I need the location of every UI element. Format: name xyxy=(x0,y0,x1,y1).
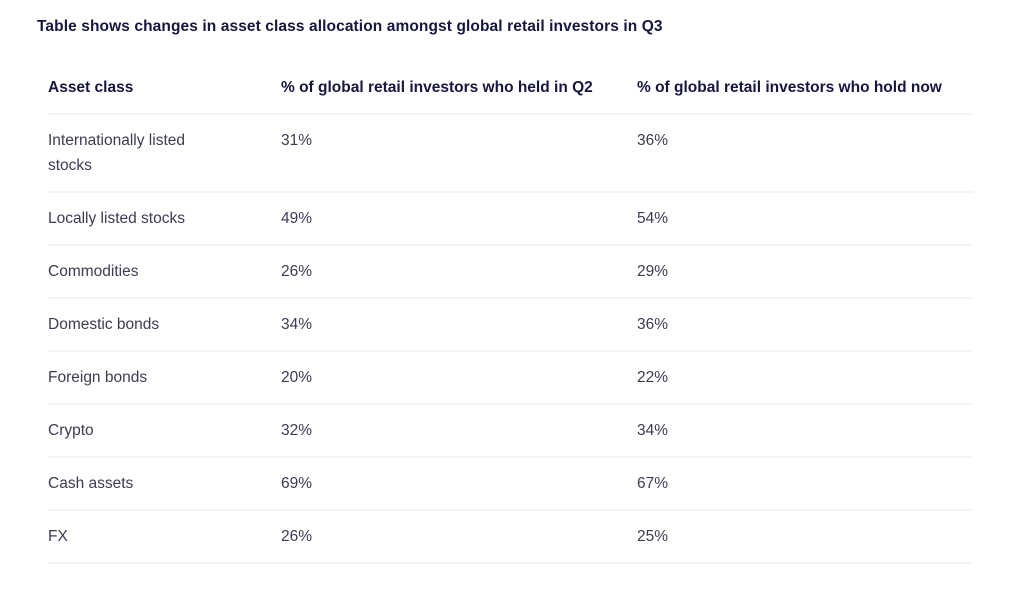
table-header-row: Asset class % of global retail investors… xyxy=(48,75,973,115)
asset-class-cell: Cash assets xyxy=(48,475,134,492)
table-row: FX 26% 25% xyxy=(48,511,973,564)
asset-class-cell: Locally listed stocks xyxy=(48,210,185,227)
asset-class-cell: Internationally listed stocks xyxy=(48,132,185,174)
asset-class-cell: Foreign bonds xyxy=(48,369,148,386)
column-header-asset-class: Asset class xyxy=(48,79,134,96)
allocation-table: Asset class % of global retail investors… xyxy=(48,75,973,564)
held-q2-cell: 49% xyxy=(281,210,313,227)
held-q2-cell: 32% xyxy=(281,422,313,439)
column-header-held-q2: % of global retail investors who held in… xyxy=(281,79,593,96)
asset-class-cell: FX xyxy=(48,528,68,545)
held-q2-cell: 34% xyxy=(281,316,313,333)
held-q2-cell: 26% xyxy=(281,263,313,280)
asset-class-cell: Commodities xyxy=(48,263,139,280)
hold-now-cell: 34% xyxy=(637,422,669,439)
table-row: Locally listed stocks 49% 54% xyxy=(48,193,973,246)
held-q2-cell: 31% xyxy=(281,132,313,149)
column-header-hold-now: % of global retail investors who hold no… xyxy=(637,79,942,96)
table-row: Domestic bonds 34% 36% xyxy=(48,299,973,352)
hold-now-cell: 67% xyxy=(637,475,669,492)
table-row: Internationally listed stocks 31% 36% xyxy=(48,115,973,193)
hold-now-cell: 29% xyxy=(637,263,669,280)
table-row: Commodities 26% 29% xyxy=(48,246,973,299)
hold-now-cell: 54% xyxy=(637,210,669,227)
page-title: Table shows changes in asset class alloc… xyxy=(37,18,663,35)
hold-now-cell: 25% xyxy=(637,528,669,545)
held-q2-cell: 20% xyxy=(281,369,313,386)
hold-now-cell: 36% xyxy=(637,132,669,149)
table-row: Cash assets 69% 67% xyxy=(48,458,973,511)
held-q2-cell: 26% xyxy=(281,528,313,545)
asset-class-cell: Domestic bonds xyxy=(48,316,160,333)
hold-now-cell: 22% xyxy=(637,369,669,386)
table-row: Crypto 32% 34% xyxy=(48,405,973,458)
table-row: Foreign bonds 20% 22% xyxy=(48,352,973,405)
hold-now-cell: 36% xyxy=(637,316,669,333)
table-body: Internationally listed stocks 31% 36% Lo… xyxy=(48,115,973,564)
page: Table shows changes in asset class alloc… xyxy=(37,18,973,564)
held-q2-cell: 69% xyxy=(281,475,313,492)
asset-class-cell: Crypto xyxy=(48,422,94,439)
